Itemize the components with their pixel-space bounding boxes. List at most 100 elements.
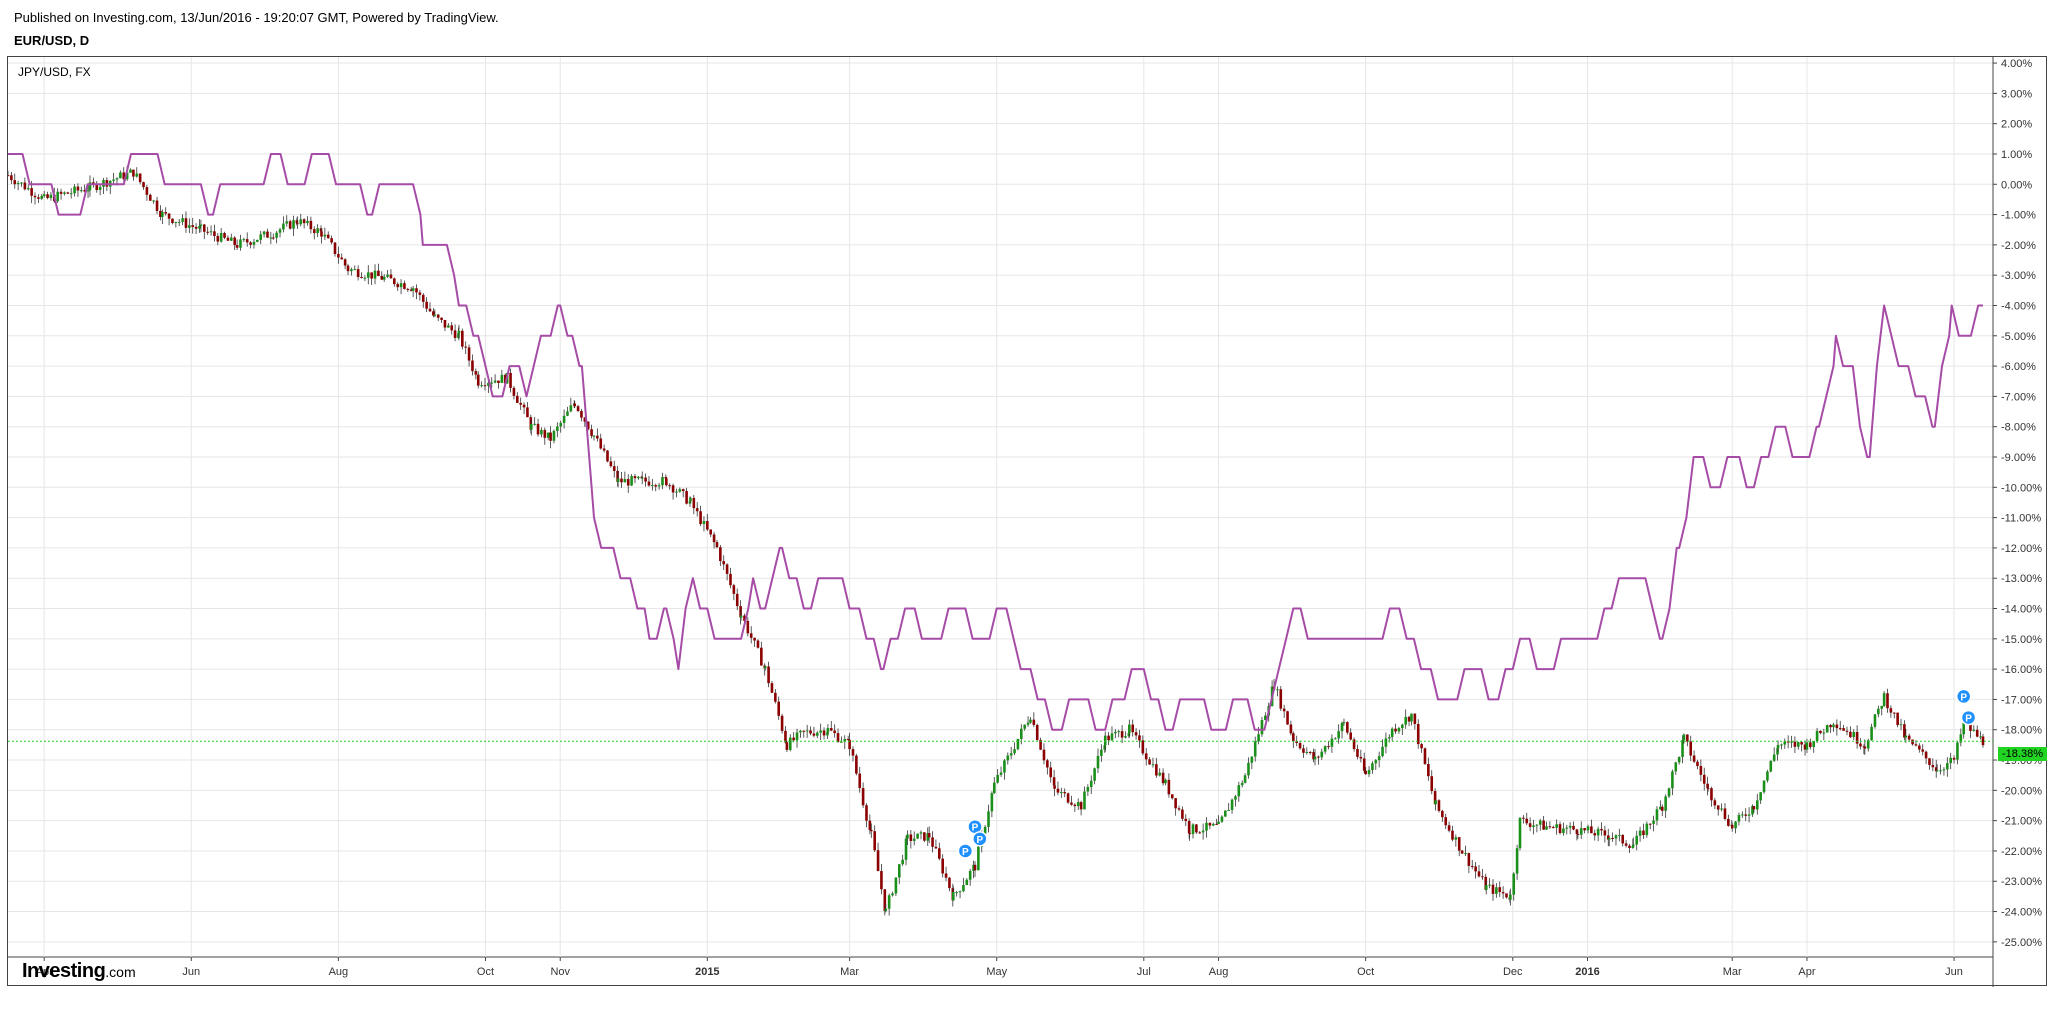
candle-body [1809, 742, 1812, 748]
candle-body [1555, 824, 1558, 828]
candle-body [66, 192, 70, 194]
candle-body [901, 859, 904, 865]
y-tick-label: -3.00% [2001, 270, 2036, 282]
candle-body [1437, 800, 1441, 811]
chart-svg[interactable]: 4.00% 3.00% 2.00% 1.00% 0.00% -1.00% -2.00% -3.… [8, 57, 2048, 987]
candle-body [1333, 738, 1337, 740]
event-marker-label: P [976, 835, 983, 846]
candle-body [1535, 824, 1539, 826]
candle-body [129, 169, 132, 173]
candle-body [1866, 740, 1870, 749]
candle-body [651, 485, 654, 487]
candle-body [1518, 817, 1522, 849]
candle-body [699, 511, 702, 525]
candle-body [1583, 828, 1586, 831]
candle-body [543, 429, 547, 438]
candle-body [453, 330, 457, 339]
candle-body [122, 172, 126, 180]
x-tick-label: Mar [1723, 966, 1742, 978]
candle-body [487, 382, 490, 386]
candle-body [780, 715, 784, 731]
candle-body [1618, 834, 1621, 836]
candle-body [382, 276, 386, 280]
x-tick-label: Apr [36, 966, 53, 978]
candle-body [840, 741, 843, 743]
candle-body [1006, 755, 1010, 761]
candle-body [802, 730, 806, 732]
candle-body [1706, 788, 1710, 790]
candle-body [805, 730, 809, 732]
candle-body [695, 508, 699, 512]
candle-body [1049, 767, 1053, 778]
candle-body [1621, 834, 1625, 844]
candle-body [1177, 808, 1181, 810]
candle-body [80, 190, 83, 192]
candle-body [1362, 758, 1366, 771]
candle-body [1009, 753, 1013, 756]
candle-body [599, 438, 603, 449]
candle-body [450, 325, 454, 331]
x-tick-label: Oct [1357, 966, 1374, 978]
candle-body [644, 477, 647, 482]
candle-body [1565, 827, 1569, 829]
candle-body [1796, 742, 1800, 747]
candle-body [620, 478, 623, 483]
candle-body [1195, 824, 1198, 833]
candle-body [1060, 792, 1063, 794]
candle-body [876, 850, 880, 872]
chart-area[interactable]: 4.00% 3.00% 2.00% 1.00% 0.00% -1.00% -2.00% -3.… [7, 56, 2048, 987]
candle-body [1127, 732, 1131, 737]
candle-body [461, 330, 464, 347]
candle-body [1260, 720, 1264, 735]
candle-body [689, 497, 692, 502]
candle-body [1942, 769, 1946, 771]
candle-body [1052, 777, 1056, 786]
candle-body [282, 223, 285, 230]
candle-body [934, 846, 938, 849]
candle-body [536, 423, 540, 435]
candle-body [184, 218, 188, 228]
candle-body [1295, 741, 1298, 744]
candle-body [249, 242, 252, 245]
candle-body [1312, 752, 1315, 760]
candle-body [749, 633, 753, 638]
event-marker-label: P [1965, 714, 1972, 725]
candle-body [343, 259, 347, 266]
candle-body [1713, 800, 1717, 806]
candle-body [436, 314, 440, 318]
candle-body [1023, 724, 1026, 729]
candle-body [447, 325, 450, 328]
candle-body [965, 879, 969, 885]
candle-body [1484, 876, 1488, 890]
candle-body [526, 407, 529, 418]
candle-body [377, 270, 380, 277]
y-tick-label: -22.00% [2001, 846, 2042, 858]
candle-body [148, 194, 152, 201]
candle-body [1110, 733, 1114, 741]
candle-body [191, 225, 195, 227]
candle-body [983, 826, 987, 834]
candle-body [239, 239, 242, 248]
candle-body [1407, 716, 1411, 722]
candle-body [1962, 721, 1966, 735]
candle-body [868, 820, 872, 830]
candle-body [909, 834, 913, 841]
candle-body [8, 175, 10, 177]
candle-body [1371, 763, 1374, 771]
candle-body [1562, 828, 1565, 833]
y-tick-label: -12.00% [2001, 543, 2042, 555]
candle-body [549, 432, 552, 441]
candle-body [1039, 739, 1042, 750]
candle-body [927, 833, 931, 838]
x-tick-label: Apr [1798, 966, 1815, 978]
candle-body [664, 476, 668, 479]
candle-body [1981, 736, 1985, 746]
candle-body [678, 489, 682, 492]
candle-body [894, 877, 898, 894]
candle-body [1114, 731, 1117, 734]
candle-body [177, 221, 181, 223]
candle-body [1020, 728, 1023, 739]
candle-body [1420, 744, 1423, 749]
candle-body [63, 192, 66, 194]
candle-body [509, 372, 512, 388]
